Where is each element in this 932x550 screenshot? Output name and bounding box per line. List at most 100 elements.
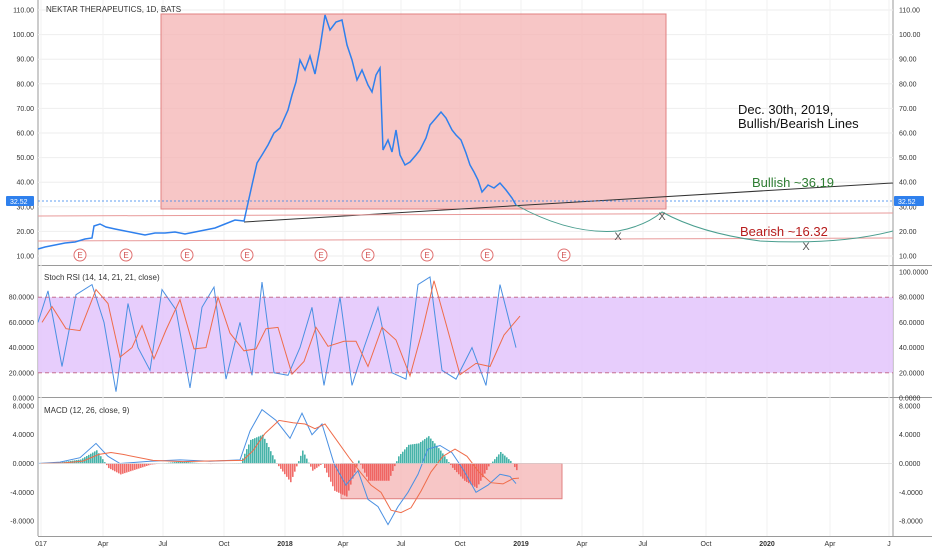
price-axis-tick: 50.00 [899, 155, 917, 162]
macd-histogram-bar [274, 459, 276, 464]
price-axis-tick-left: 40.00 [16, 180, 34, 187]
macd-highlight-box [340, 463, 563, 500]
macd-histogram-bar [466, 463, 468, 482]
macd-histogram-bar [438, 448, 440, 464]
cross-marker: X [658, 211, 666, 223]
macd-histogram-bar [402, 451, 404, 464]
macd-histogram-bar [450, 463, 452, 465]
macd-histogram-bar [262, 434, 264, 464]
earnings-marker-label: E [184, 251, 189, 260]
macd-axis-tick: 0.0000 [899, 461, 921, 468]
projection-curve [515, 204, 894, 243]
macd-histogram-bar [504, 455, 506, 464]
macd-histogram-bar [378, 463, 380, 481]
macd-histogram-bar [482, 463, 484, 478]
macd-histogram-bar [316, 463, 318, 468]
macd-histogram-bar [172, 462, 174, 464]
macd-histogram-bar [280, 463, 282, 469]
macd-histogram-bar [354, 463, 356, 473]
price-axis-tick: 40.00 [899, 180, 917, 187]
macd-histogram-bar [498, 454, 500, 464]
time-axis[interactable]: 017 Apr Jul Oct 2018 Apr Jul Oct 2019 Apr Jul Oct 20… [35, 541, 891, 548]
macd-histogram-bar [314, 463, 316, 470]
macd-histogram-bar [338, 463, 340, 493]
price-axis-tick: 10.00 [899, 254, 917, 261]
macd-histogram-bar [328, 463, 330, 478]
earnings-marker-label: E [424, 251, 429, 260]
time-axis-label: Jul [639, 541, 648, 548]
time-axis-label: Apr [98, 541, 110, 548]
last-price-left: 32.52 [10, 199, 28, 206]
macd-signal-line [40, 419, 520, 514]
price-axis[interactable]: 110.00 110.00 100.00 100.00 90.00 90.00 80.00 8… [13, 8, 921, 261]
macd-histogram-bar [132, 463, 134, 471]
earnings-marker-label: E [77, 251, 82, 260]
rsi-axis: 100.0000 80.0000 60.0000 40.0000 20.0000 0.00… [9, 270, 929, 403]
macd-axis-tick: -4.0000 [899, 490, 923, 497]
macd-histogram-bar [256, 437, 258, 464]
macd-histogram-bar [396, 461, 398, 464]
macd-histogram-bar [120, 463, 122, 475]
earnings-marker-label: E [484, 251, 489, 260]
macd-histogram-bar [412, 444, 414, 464]
macd-axis-tick: 8.0000 [899, 403, 921, 410]
last-price-badge-left: 32.52 [6, 196, 34, 206]
macd-histogram-bar [170, 462, 172, 464]
macd-histogram-bar [368, 463, 370, 481]
price-axis-tick-left: 110.00 [13, 8, 34, 15]
macd-histogram-bar [336, 463, 338, 492]
rsi-axis-tick-left: 0.0000 [13, 396, 35, 403]
price-axis-tick-left: 70.00 [16, 106, 34, 113]
macd-histogram-bar [500, 451, 502, 464]
macd-histogram-bar [268, 447, 270, 464]
rsi-axis-tick: 0.0000 [899, 396, 921, 403]
macd-histogram-bar [346, 463, 348, 497]
macd-histogram-bar [398, 456, 400, 464]
macd-histogram-bar [186, 462, 188, 464]
macd-histogram-bar [508, 459, 510, 464]
macd-histogram-bar [408, 444, 410, 464]
macd-histogram-bar [194, 462, 196, 464]
macd-histogram-bar [472, 463, 474, 486]
macd-histogram-bar [382, 463, 384, 481]
time-axis-label: Apr [825, 541, 837, 548]
macd-histogram-bar [444, 456, 446, 464]
macd-histogram-bar [90, 453, 92, 464]
earnings-marker [314, 248, 328, 262]
macd-histogram-bar [116, 463, 118, 473]
macd-histogram-bar [350, 463, 352, 485]
macd-histogram-bar [266, 442, 268, 464]
earnings-marker [361, 248, 375, 262]
macd-histogram-bar [440, 450, 442, 464]
macd-histogram-bar [462, 463, 464, 479]
price-axis-tick: 90.00 [899, 57, 917, 64]
macd-histogram-bar [514, 463, 516, 468]
price-panel[interactable]: E E E E E E E E E X X X NEKTAR THERAPEUTICS, 1D, B… [6, 5, 924, 262]
macd-histogram-bar [296, 463, 298, 467]
macd-histogram-bar [380, 463, 382, 481]
rsi-axis-tick: 20.0000 [899, 370, 924, 377]
macd-histogram-bar [384, 463, 386, 481]
stoch-rsi-panel[interactable]: Stoch RSI (14, 14, 21, 21, close) 100.00… [9, 270, 929, 403]
macd-axis: 8.0000 4.0000 0.0000 -4.0000 -8.0000 8.0000 4.… [10, 403, 923, 525]
macd-panel[interactable]: MACD (12, 26, close, 9) 8.0000 4.0000 0.00… [10, 403, 923, 526]
macd-histogram-bar [318, 463, 320, 467]
macd-histogram-bar [496, 456, 498, 464]
macd-histogram-bar [282, 463, 284, 472]
macd-histogram-bar [288, 463, 290, 480]
macd-histogram-bar [458, 463, 460, 475]
trend-line [243, 182, 894, 223]
price-axis-tick-left: 60.00 [16, 131, 34, 138]
macd-axis-tick-left: 0.0000 [13, 461, 35, 468]
macd-histogram-bar [468, 463, 470, 484]
macd-histogram-bar [442, 453, 444, 464]
time-axis-label: Oct [219, 541, 230, 548]
macd-histogram-bar [418, 443, 420, 464]
macd-histogram-bar [372, 463, 374, 481]
price-axis-tick: 110.00 [899, 8, 920, 15]
macd-histogram-bar [374, 463, 376, 481]
price-axis-tick: 100.00 [899, 32, 921, 39]
macd-histogram-bar [386, 463, 388, 481]
macd-histogram-bar [370, 463, 372, 481]
